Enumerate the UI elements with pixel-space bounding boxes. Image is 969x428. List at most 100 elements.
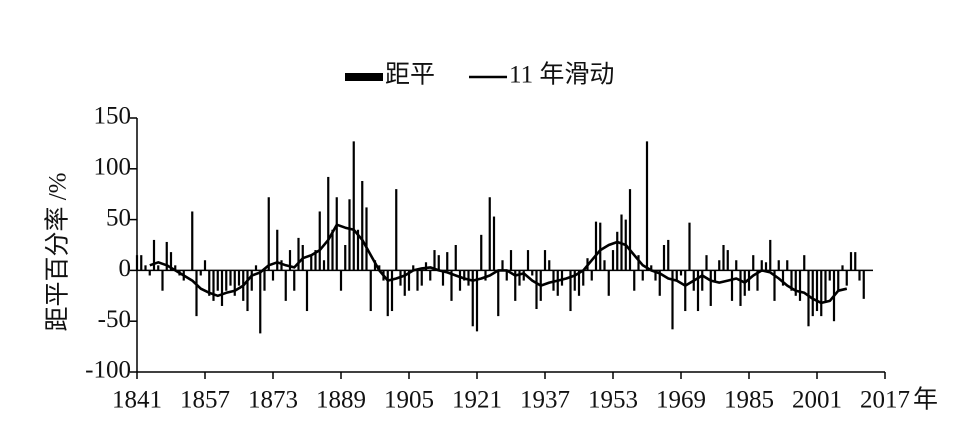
bar [480,234,483,271]
bar [730,270,734,301]
bar [208,270,211,296]
bar [416,270,419,291]
bar [752,255,755,271]
bar [233,270,236,296]
bar [654,270,657,281]
bar [531,270,534,276]
bar [505,270,508,281]
bar [293,270,296,291]
bar [760,260,763,271]
bar [467,270,470,286]
x-tick-label: 1905 [384,387,434,414]
bar [722,245,725,271]
bar [662,245,666,271]
bar [679,270,683,276]
x-tick-label: 1857 [180,387,230,414]
bar [250,270,253,291]
bar [216,270,219,291]
bar [229,270,232,286]
bar [569,270,572,312]
bar [165,241,168,271]
y-tick-label: -100 [85,357,131,384]
bar [246,270,249,312]
bar [820,270,823,317]
bar [543,250,547,271]
bar [446,252,449,271]
bar [157,265,160,271]
bar [582,270,585,286]
bar [518,270,521,286]
bar [407,270,411,291]
bar [671,270,674,330]
x-tick-label: 1841 [112,387,162,414]
bar [471,270,474,327]
bar [484,270,487,281]
bar [803,255,806,271]
bar [365,207,368,271]
bar [718,260,721,271]
bar [254,265,258,271]
x-tick-label: 1953 [588,387,638,414]
bar [429,270,432,281]
bar [658,270,661,296]
bar [356,229,360,271]
bar [590,270,593,281]
y-tick-label: 50 [106,204,131,231]
bar [509,250,513,271]
bar [628,189,632,271]
x-tick-label: 1937 [520,387,570,414]
bar [420,270,423,286]
bar [807,270,810,327]
bar [267,197,270,271]
bar [314,250,317,271]
x-tick-label: 1921 [452,387,502,414]
bar [535,270,538,310]
bar [276,229,279,271]
bar [764,262,768,271]
bar [811,270,814,317]
bar [463,270,466,281]
bar [514,270,517,301]
y-tick-label: 150 [94,103,132,130]
bar [161,270,164,291]
bar [344,245,347,271]
bar [327,176,330,271]
bar [594,221,598,271]
bar [616,231,619,271]
x-unit: 年 [913,386,938,414]
bar [335,197,338,271]
x-tick-label: 1889 [316,387,366,414]
bar [195,270,198,317]
bar [790,270,793,291]
bar [441,270,445,286]
bar [548,260,551,271]
bar [837,270,840,291]
bar [841,265,844,271]
bar [488,197,491,271]
bar [454,245,457,271]
bar [688,222,691,271]
bar [705,255,708,271]
bar [607,270,610,296]
bar [828,270,831,281]
bar [603,260,606,271]
bar [259,270,262,334]
bar [858,270,861,281]
bar [140,255,143,271]
bar [611,250,615,271]
bar [424,262,428,271]
moving-average-line [149,223,848,305]
bar [437,255,440,271]
bar [348,199,351,271]
bar [492,216,496,271]
bar [263,270,266,291]
bar [709,270,712,306]
bar [169,252,173,271]
bar [786,260,789,271]
bar [696,270,700,312]
bar [798,270,802,301]
bar [769,239,772,271]
bar [849,252,853,271]
y-tick-label: 0 [119,255,132,282]
bar [297,237,300,271]
